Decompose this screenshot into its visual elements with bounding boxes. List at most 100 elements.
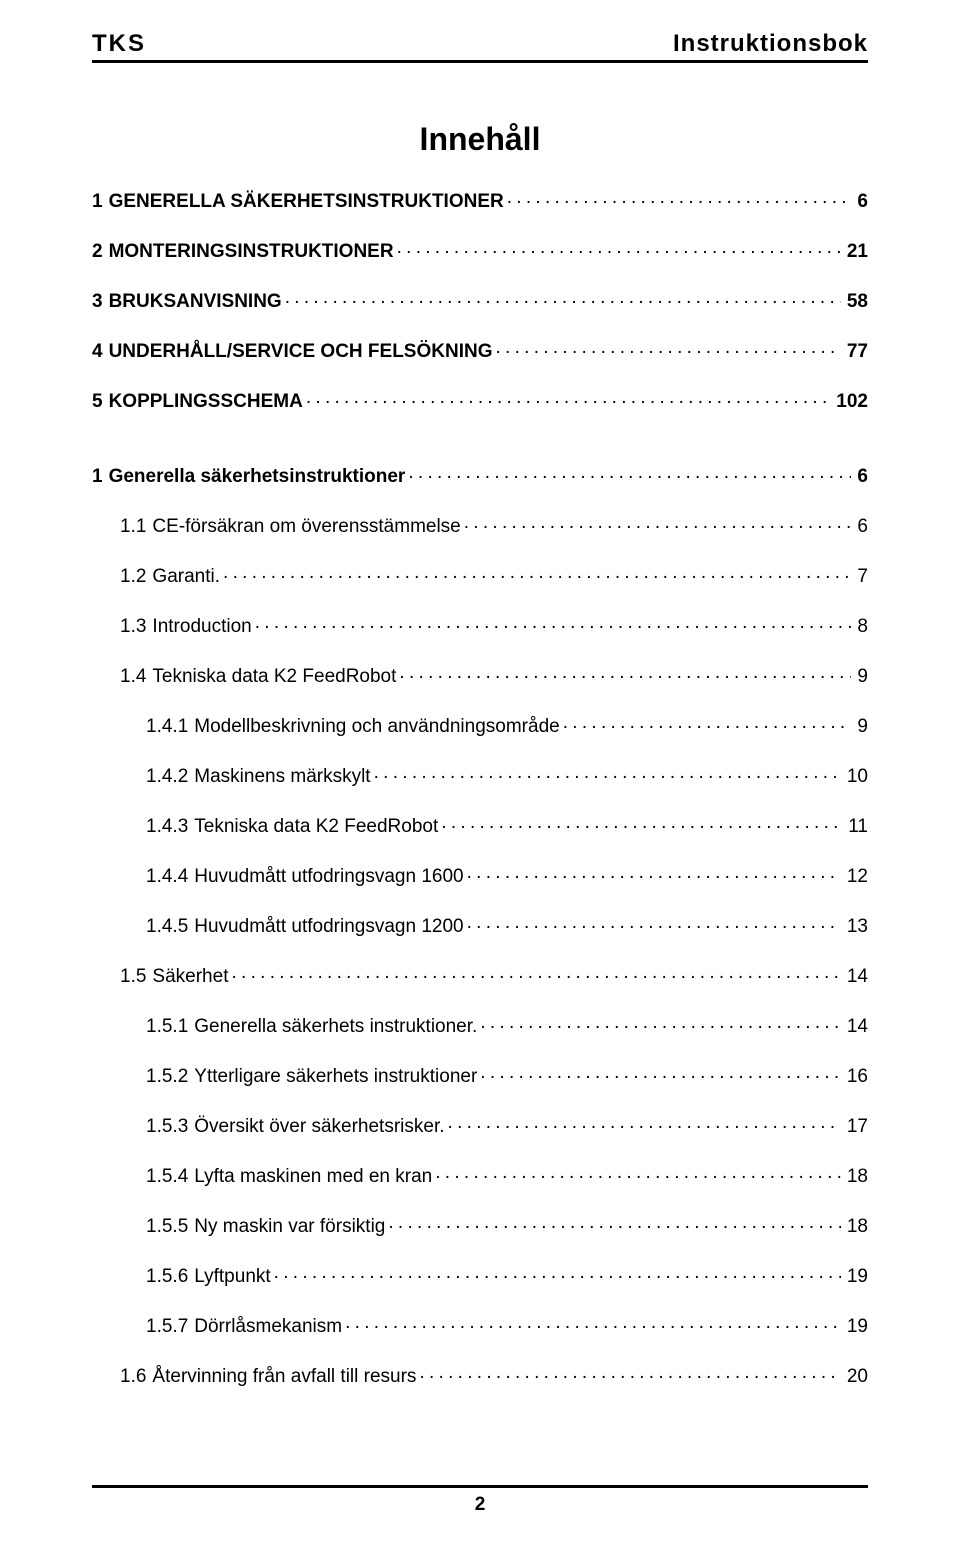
toc-label: Ny maskin var försiktig — [194, 1217, 385, 1236]
toc-label: Dörrlåsmekanism — [194, 1317, 342, 1336]
toc-row: 1.5.1Generella säkerhets instruktioner.1… — [92, 1013, 868, 1036]
toc-number: 5 — [92, 392, 109, 411]
toc-page: 16 — [844, 1067, 868, 1086]
toc-label: KOPPLINGSSCHEMA — [109, 392, 303, 411]
toc-label: Huvudmått utfodringsvagn 1600 — [194, 867, 463, 886]
page-footer: 2 — [92, 1485, 868, 1516]
toc-number: 1.6 — [120, 1367, 152, 1386]
table-of-contents: 1GENERELLA SÄKERHETSINSTRUKTIONER6 2MONTE… — [92, 188, 868, 1386]
toc-row: 1.5.6Lyftpunkt19 — [92, 1263, 868, 1286]
toc-label: Tekniska data K2 FeedRobot — [152, 667, 396, 686]
toc-leader — [255, 613, 852, 632]
header-right: Instruktionsbok — [673, 30, 868, 58]
toc-number: 1.4 — [120, 667, 152, 686]
page: TKS Instruktionsbok Innehåll 1GENERELLA … — [0, 0, 960, 1564]
toc-page: 18 — [844, 1217, 868, 1236]
toc-page: 58 — [844, 292, 868, 311]
toc-label: Generella säkerhets instruktioner. — [194, 1017, 477, 1036]
toc-page: 21 — [844, 242, 868, 261]
toc-page: 14 — [844, 1017, 868, 1036]
toc-page: 9 — [854, 667, 868, 686]
toc-label: CE-försäkran om överensstämmelse — [152, 517, 460, 536]
toc-leader — [480, 1063, 841, 1082]
header-left: TKS — [92, 30, 146, 58]
toc-page: 8 — [854, 617, 868, 636]
toc-leader — [397, 238, 841, 257]
toc-row: 1.4.4Huvudmått utfodringsvagn 160012 — [92, 863, 868, 886]
toc-row: 1.4.3Tekniska data K2 FeedRobot11 — [92, 813, 868, 836]
toc-label: Garanti. — [152, 567, 220, 586]
toc-leader — [480, 1013, 841, 1032]
toc-number: 1.5.2 — [146, 1067, 194, 1086]
toc-row: 1.3Introduction 8 — [92, 613, 868, 636]
toc-row: 1.6Återvinning från avfall till resurs 20 — [92, 1363, 868, 1386]
toc-page: 19 — [844, 1317, 868, 1336]
toc-label: Säkerhet — [152, 967, 228, 986]
toc-number: 1.4.3 — [146, 817, 194, 836]
toc-row: 2MONTERINGSINSTRUKTIONER 21 — [92, 238, 868, 261]
toc-row: 1GENERELLA SÄKERHETSINSTRUKTIONER6 — [92, 188, 868, 211]
toc-label: Ytterligare säkerhets instruktioner — [194, 1067, 477, 1086]
page-number: 2 — [475, 1494, 486, 1515]
toc-page: 7 — [854, 567, 868, 586]
toc-page: 6 — [854, 192, 868, 211]
toc-page: 77 — [844, 342, 868, 361]
toc-number: 1.5.7 — [146, 1317, 194, 1336]
toc-row: 1.4.1Modellbeskrivning och användningsom… — [92, 713, 868, 736]
toc-leader — [388, 1213, 840, 1232]
toc-number: 2 — [92, 242, 109, 261]
toc-number: 1.5 — [120, 967, 152, 986]
page-header: TKS Instruktionsbok — [92, 30, 868, 63]
toc-number: 4 — [92, 342, 109, 361]
toc-leader — [223, 563, 851, 582]
toc-page: 10 — [844, 767, 868, 786]
toc-number: 1.5.3 — [146, 1117, 194, 1136]
toc-page: 6 — [854, 517, 868, 536]
toc-label: Lyftpunkt — [194, 1267, 270, 1286]
toc-row: 1.4Tekniska data K2 FeedRobot 9 — [92, 663, 868, 686]
toc-row: 1.4.5Huvudmått utfodringsvagn 120013 — [92, 913, 868, 936]
toc-page: 18 — [844, 1167, 868, 1186]
toc-row: 1.5.5Ny maskin var försiktig 18 — [92, 1213, 868, 1236]
toc-leader — [464, 513, 852, 532]
toc-label: Återvinning från avfall till resurs — [152, 1367, 416, 1386]
toc-label: Lyfta maskinen med en kran — [194, 1167, 432, 1186]
toc-label: Generella säkerhetsinstruktioner — [109, 467, 406, 486]
toc-row: 1.1CE-försäkran om överensstämmelse 6 — [92, 513, 868, 536]
toc-leader — [408, 463, 851, 482]
toc-label: Maskinens märkskylt — [194, 767, 370, 786]
toc-row: 3BRUKSANVISNING58 — [92, 288, 868, 311]
toc-label: Huvudmått utfodringsvagn 1200 — [194, 917, 463, 936]
toc-row: 1.4.2Maskinens märkskylt10 — [92, 763, 868, 786]
toc-row: 1.5.2Ytterligare säkerhets instruktioner… — [92, 1063, 868, 1086]
toc-page: 12 — [844, 867, 868, 886]
toc-page: 6 — [854, 467, 868, 486]
toc-number: 1.3 — [120, 617, 152, 636]
toc-leader — [274, 1263, 841, 1282]
toc-row: 1.5Säkerhet 14 — [92, 963, 868, 986]
toc-row: 1.5.4Lyfta maskinen med en kran18 — [92, 1163, 868, 1186]
toc-row: 1.5.3Översikt över säkerhetsrisker.17 — [92, 1113, 868, 1136]
toc-label: Introduction — [152, 617, 251, 636]
toc-label: MONTERINGSINSTRUKTIONER — [109, 242, 394, 261]
toc-number: 1.5.5 — [146, 1217, 194, 1236]
toc-leader — [441, 813, 842, 832]
toc-row: 1Generella säkerhetsinstruktioner6 — [92, 463, 868, 486]
toc-leader — [306, 388, 830, 407]
toc-leader — [563, 713, 852, 732]
toc-label: Översikt över säkerhetsrisker. — [194, 1117, 444, 1136]
toc-leader — [419, 1363, 840, 1382]
toc-leader — [285, 288, 841, 307]
toc-leader — [374, 763, 841, 782]
toc-leader — [507, 188, 852, 207]
toc-page: 14 — [844, 967, 868, 986]
toc-leader — [467, 913, 841, 932]
page-title: Innehåll — [92, 121, 868, 158]
toc-number: 1.2 — [120, 567, 152, 586]
toc-number: 1.1 — [120, 517, 152, 536]
toc-label: Tekniska data K2 FeedRobot — [194, 817, 438, 836]
toc-page: 20 — [844, 1367, 868, 1386]
toc-number: 1.5.6 — [146, 1267, 194, 1286]
toc-number: 1.4.5 — [146, 917, 194, 936]
toc-leader — [399, 663, 851, 682]
